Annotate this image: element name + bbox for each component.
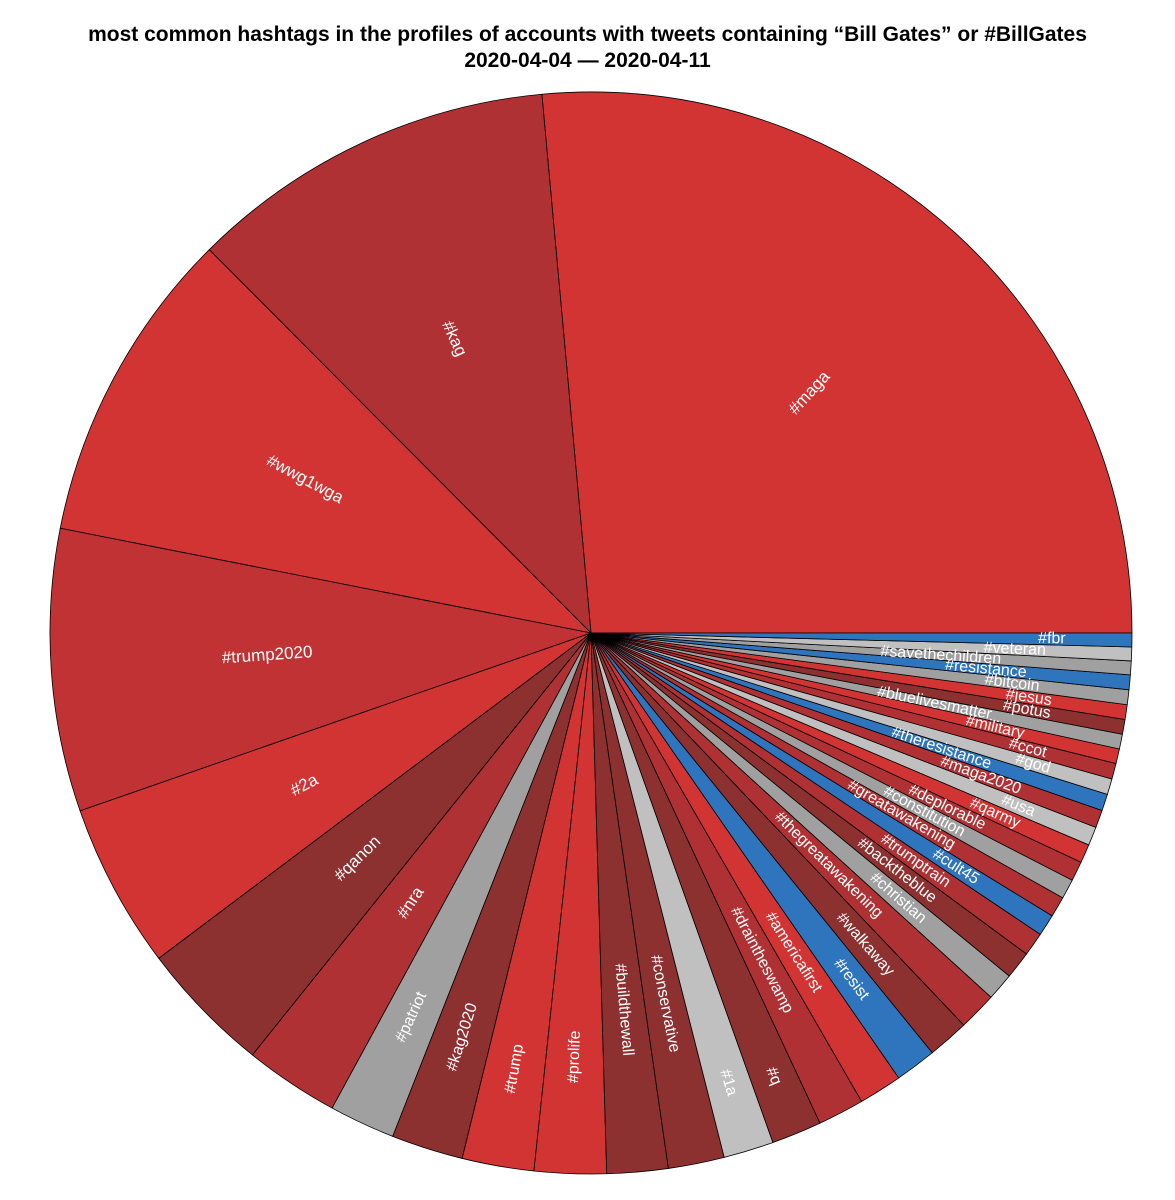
slice-label-bitcoin: #bitcoin bbox=[984, 671, 1041, 694]
pie-slice-trump2020 bbox=[49, 527, 593, 812]
slice-label-veteran: #veteran bbox=[983, 639, 1046, 658]
slice-label-fbr: #fbr bbox=[1038, 630, 1066, 647]
pie-slice-2a bbox=[79, 632, 592, 959]
slice-label-prolife: #prolife bbox=[565, 1030, 584, 1083]
slice-label-q: #q bbox=[762, 1065, 785, 1088]
chart-title-block: most common hashtags in the profiles of … bbox=[0, 22, 1175, 74]
pie-slices bbox=[49, 91, 1133, 1175]
chart-title: most common hashtags in the profiles of … bbox=[88, 23, 1087, 46]
pie-slice-wwg1wga bbox=[59, 249, 593, 634]
chart-subtitle: 2020-04-04 — 2020-04-11 bbox=[464, 49, 711, 72]
pie-slice-kag bbox=[208, 93, 592, 635]
pie-slice-fbr bbox=[590, 632, 1133, 648]
pie-slice-maga bbox=[541, 91, 1133, 634]
slice-label-jesus: #jesus bbox=[1005, 686, 1053, 710]
